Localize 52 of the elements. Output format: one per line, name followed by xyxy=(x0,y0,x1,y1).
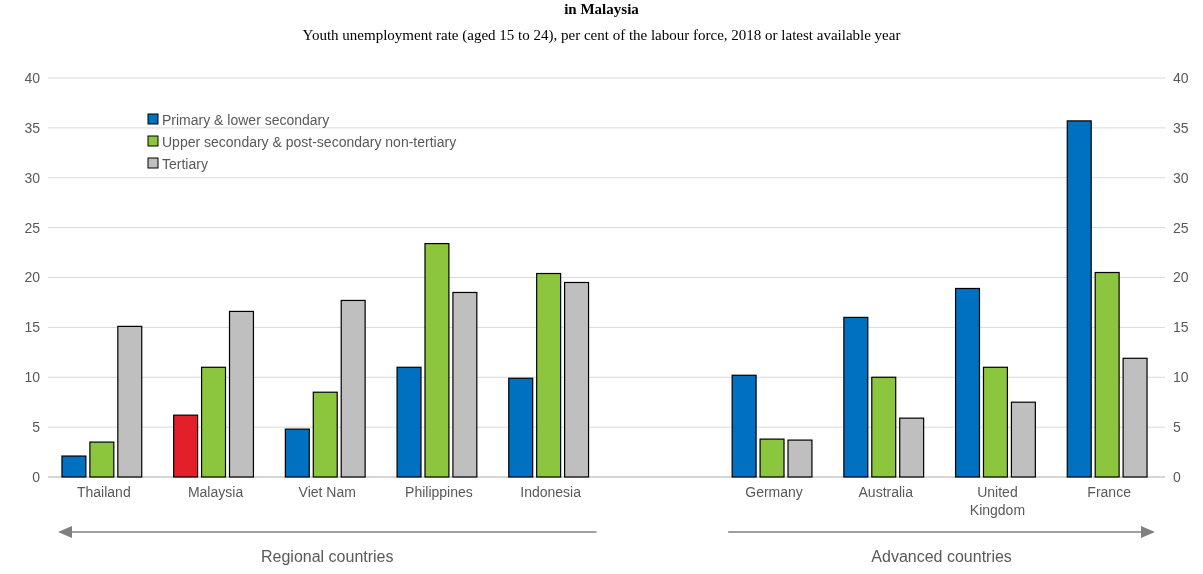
y2-tick-label: 20 xyxy=(1173,269,1189,286)
chart-subtitle: Youth unemployment rate (aged 15 to 24), per cent of the labour force, 2018 or latest available year xyxy=(302,27,901,44)
bar xyxy=(508,377,534,478)
y-tick-label: 15 xyxy=(24,319,41,336)
bar xyxy=(200,366,227,478)
x-tick-label: Germany xyxy=(745,484,803,500)
x-tick-label: United Kingdom xyxy=(969,484,1026,518)
bar xyxy=(1066,120,1092,478)
text: Advanced countries xyxy=(871,548,1012,565)
bar xyxy=(982,366,1009,478)
bar xyxy=(312,391,338,478)
bar xyxy=(61,455,87,478)
bar xyxy=(536,272,562,478)
x-tick-label: France xyxy=(1087,484,1132,500)
y-tick-label: 20 xyxy=(24,269,41,286)
bar xyxy=(731,374,757,478)
bar xyxy=(173,414,199,478)
y-tick-label: 30 xyxy=(24,169,41,186)
bar xyxy=(759,438,785,478)
y-tick-label: 25 xyxy=(24,219,41,236)
y-tick-label: 5 xyxy=(32,419,41,436)
y2-tick-label: 35 xyxy=(1173,119,1189,136)
legend-label: Primary & lower secondary xyxy=(162,111,330,128)
y2-tick-label: 10 xyxy=(1173,369,1189,386)
y-tick-label: 10 xyxy=(24,369,41,386)
y-tick-label: 0 xyxy=(32,468,41,485)
bar xyxy=(89,441,115,478)
bar xyxy=(843,316,869,478)
legend-label: Tertiary xyxy=(162,155,208,172)
x-tick-label: Viet Nam xyxy=(298,484,356,500)
x-tick-label: Philippines xyxy=(405,484,473,500)
bar xyxy=(424,242,450,478)
bar xyxy=(284,428,310,478)
y-tick-label: 35 xyxy=(24,119,41,136)
text: Regional countries xyxy=(260,548,394,565)
x-tick-label: Malaysia xyxy=(187,484,244,500)
y2-tick-label: 5 xyxy=(1173,419,1181,436)
y-tick-label: 40 xyxy=(24,69,41,86)
x-tick-label: Thailand xyxy=(77,484,131,500)
y2-tick-label: 30 xyxy=(1173,169,1189,186)
bar xyxy=(871,376,897,478)
bar xyxy=(954,287,981,478)
y2-tick-label: 0 xyxy=(1173,468,1181,485)
x-tick-label: Australia xyxy=(858,484,914,500)
bar xyxy=(1094,271,1120,478)
bar xyxy=(396,366,422,478)
y2-tick-label: 15 xyxy=(1173,319,1189,336)
y2-tick-label: 25 xyxy=(1173,219,1189,236)
x-tick-label: Indonesia xyxy=(520,484,582,500)
chart-title: in Malaysia xyxy=(564,1,640,17)
y2-tick-label: 40 xyxy=(1173,69,1189,86)
legend-label: Upper secondary & post-secondary non-tertiary xyxy=(162,133,457,150)
